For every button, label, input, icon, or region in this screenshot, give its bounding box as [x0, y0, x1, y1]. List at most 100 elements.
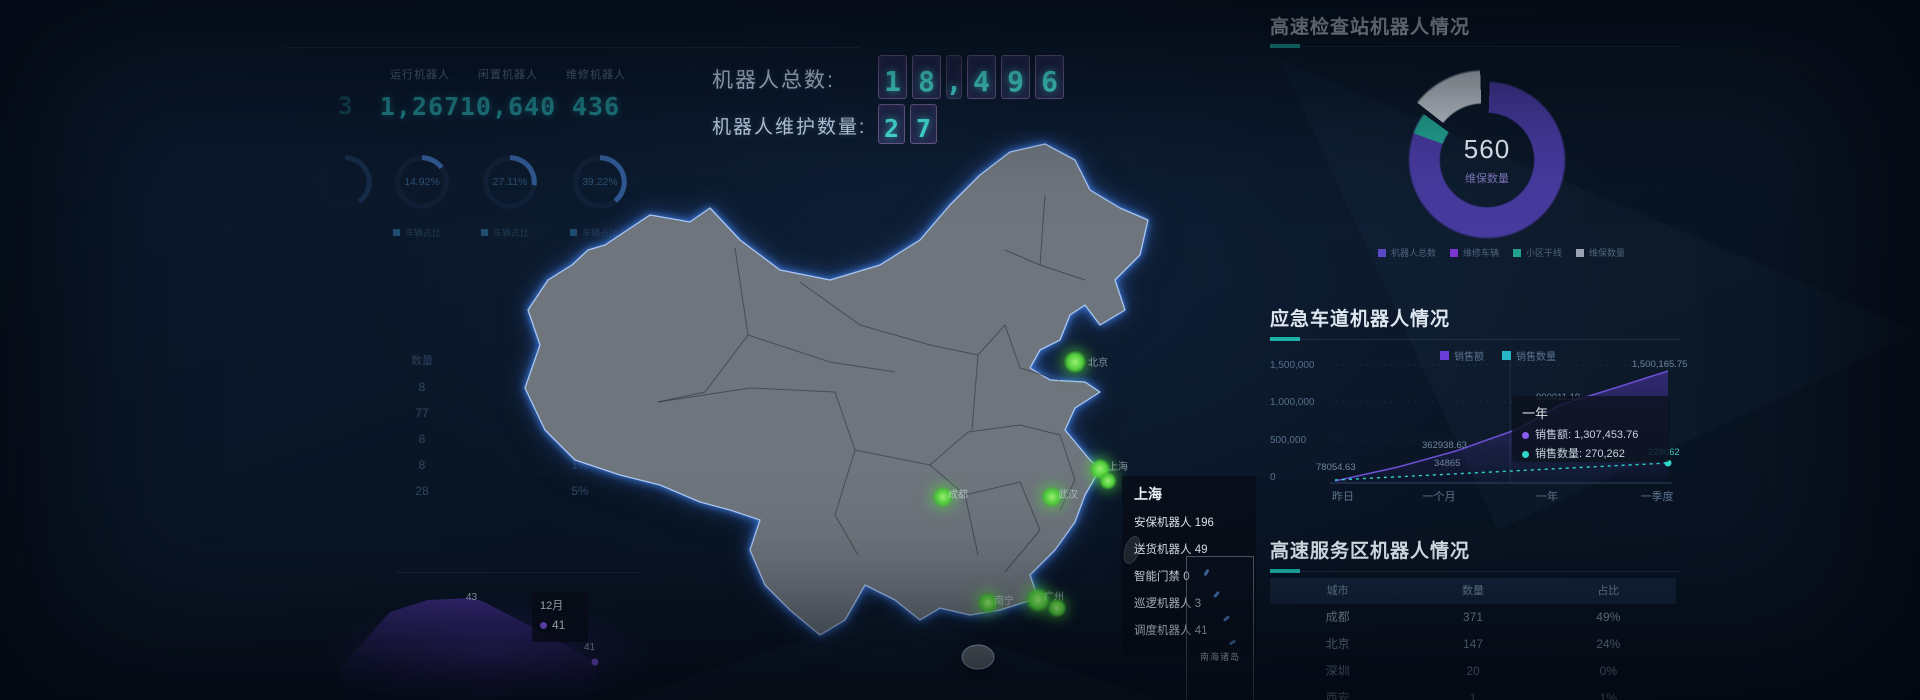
gauge-ring — [317, 154, 373, 210]
title-line — [1270, 46, 1680, 47]
map-tooltip-row: 安保机器人 196 — [1134, 517, 1214, 529]
legend-swatch-icon — [1378, 248, 1386, 257]
table-cell: 1 — [1469, 691, 1477, 700]
gauge: 27.11% — [482, 154, 538, 210]
cell-qty: 8 — [418, 380, 426, 394]
gauge-ring — [482, 154, 538, 210]
trend-tooltip: 12月 41 — [532, 592, 588, 642]
cell-qty: 28 — [415, 484, 429, 498]
dash-line — [1228, 639, 1237, 646]
tooltip-title: 一年 — [1522, 406, 1549, 421]
title-accent — [1270, 569, 1300, 573]
map-tooltip-row: 送货机器人 49 — [1134, 544, 1208, 556]
checkpoint-donut-chart[interactable]: 560 维保数量 — [1397, 68, 1569, 240]
hainan-island — [961, 644, 995, 670]
legend-swatch-icon — [1502, 351, 1511, 360]
stat-value: 10,640 — [459, 92, 557, 121]
dash-line — [1222, 615, 1231, 622]
donut-legend-item: 小区干线 — [1513, 246, 1562, 259]
tooltip-text: 销售额: 1,307,453.76 — [1535, 429, 1639, 441]
city-marker[interactable] — [932, 486, 954, 508]
data-label: 1,500,165.75 — [1632, 359, 1688, 370]
city-marker[interactable] — [1047, 598, 1067, 618]
x-axis-tick: 昨日 — [1332, 491, 1354, 503]
city-marker[interactable] — [1041, 486, 1063, 508]
emergency-legend-item: 销售额 — [1440, 348, 1484, 363]
trend-top-line — [395, 572, 640, 573]
cell-qty: 77 — [415, 406, 429, 420]
trend-point — [591, 658, 599, 666]
emergency-legend-item: 销售数量 — [1502, 348, 1556, 363]
tooltip-row: 销售额: 1,307,453.76 — [1522, 426, 1660, 445]
stat-value: 436 — [571, 92, 621, 121]
digit-tile: 1 — [878, 55, 907, 99]
digit-tile: 4 — [967, 55, 996, 99]
emergency-legend: 销售额 销售数量 — [1440, 348, 1556, 363]
gauge-value: 14.92% — [404, 176, 440, 188]
city-marker[interactable] — [1063, 350, 1087, 374]
y-axis-tick: 1,500,000 — [1270, 360, 1315, 371]
y-axis-tick: 1,000,000 — [1270, 397, 1315, 408]
gauge: 14.92% — [394, 154, 450, 210]
stat-label: 闲置机器人 — [478, 69, 538, 81]
legend-swatch-icon — [570, 229, 577, 236]
legend-swatch-icon — [1513, 248, 1522, 257]
stat-column: 维修机器人 436 — [541, 66, 651, 121]
city-marker[interactable] — [1099, 472, 1117, 490]
legend-swatch-icon — [1576, 248, 1585, 257]
y-axis-tick: 500,000 — [1270, 435, 1307, 446]
total-robots-label: 机器人总数: — [712, 69, 835, 92]
trend-tooltip-month: 12月 — [540, 600, 564, 612]
legend-label: 车辆占比 — [405, 228, 442, 238]
city-label: 上海 — [1108, 462, 1128, 473]
trend-peak-label: 43 — [466, 592, 478, 603]
stat-column: 闲置机器人 10,640 — [453, 66, 563, 121]
stat-column: 运行机器人 1,267 — [365, 66, 475, 121]
map-tooltip-row: 调度机器人 41 — [1134, 625, 1208, 637]
stat-label: 运行机器人 — [390, 69, 450, 81]
maintenance-robots-label: 机器人维护数量: — [712, 117, 867, 138]
table-header-row: 城市 数量 占比 — [1270, 578, 1676, 604]
table-cell: 西安 — [1325, 691, 1350, 700]
table-row: 28 5% — [300, 478, 630, 504]
emergency-tooltip: 一年 销售额: 1,307,453.76 销售数量: 270,262 — [1512, 396, 1670, 462]
donut-legend-item: 维修车辆 — [1450, 246, 1499, 259]
series-dot-icon — [1522, 432, 1529, 439]
city-marker[interactable] — [1025, 587, 1051, 613]
header-cell: 城市 — [1326, 585, 1349, 597]
legend-label: 机器人总数 — [1391, 248, 1437, 258]
trend-area-chart[interactable] — [330, 560, 650, 700]
cell-pct: 5% — [571, 484, 589, 498]
panel-service-title: 高速服务区机器人情况 — [1270, 541, 1471, 562]
digit-tile: 9 — [1001, 55, 1030, 99]
data-label: 362938.63 — [1422, 440, 1467, 451]
table-cell: 147 — [1462, 637, 1483, 651]
gauge-value: 27.11% — [492, 176, 528, 188]
city-label: 广州 — [1044, 592, 1064, 603]
south-china-sea-inset: 南海诸岛 — [1186, 556, 1254, 700]
trend-area — [340, 598, 597, 700]
legend-label: 销售额 — [1454, 352, 1484, 363]
donut-slice-grey — [1397, 68, 1569, 240]
title-accent — [1270, 337, 1300, 341]
legend-swatch-icon — [1440, 351, 1449, 360]
donut-center-label: 维保数量 — [1465, 173, 1509, 185]
donut-legend: 机器人总数 维修车辆 小区干线 维保数量 — [1378, 246, 1625, 259]
gauge-value — [317, 154, 373, 210]
cell-qty: 8 — [418, 458, 426, 472]
legend-swatch-icon — [481, 229, 488, 236]
donut-legend-item: 维保数量 — [1576, 246, 1625, 259]
table-cell: 深圳 — [1325, 664, 1350, 678]
tooltip-row: 销售数量: 270,262 — [1522, 445, 1660, 464]
table-cell: 49% — [1596, 610, 1621, 624]
y-axis-tick: 0 — [1270, 472, 1276, 483]
trend-point-label: 41 — [584, 642, 596, 653]
gauge-legend-item: 车辆占比 — [570, 226, 618, 239]
table-row: 成都 371 49% — [1270, 604, 1676, 631]
table-cell: 1% — [1599, 691, 1617, 700]
title-line — [1270, 339, 1680, 340]
city-marker[interactable] — [977, 592, 999, 614]
legend-label: 车辆占比 — [582, 228, 619, 238]
